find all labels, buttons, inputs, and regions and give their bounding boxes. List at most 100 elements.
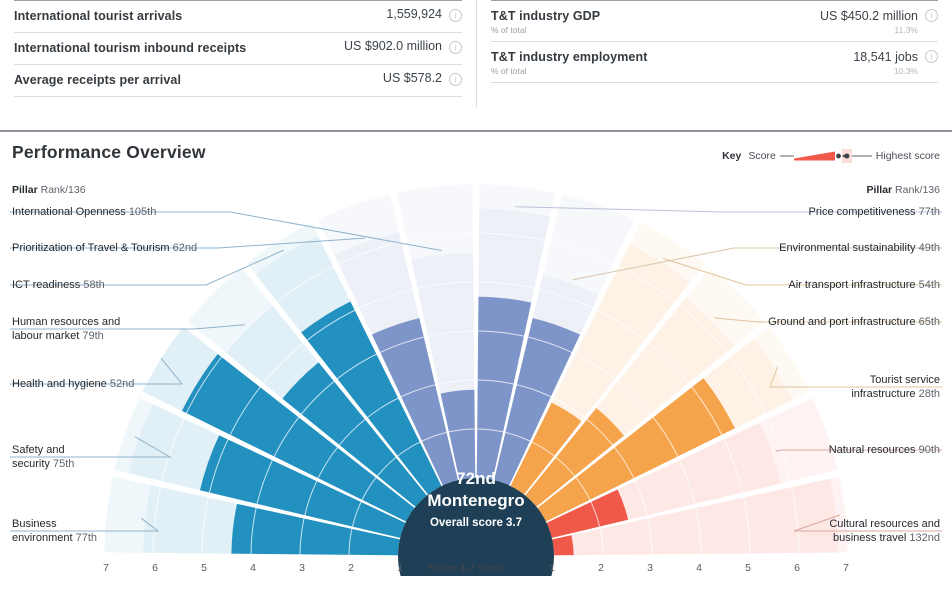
right-pillar-header: Pillar Rank/136 [866,184,940,197]
label-connector [10,436,172,458]
pillar-label-tourist-service-infrastructure[interactable]: Tourist service infrastructure 28th [851,374,940,401]
wedge-score[interactable] [546,489,629,538]
radial-gridline [250,330,702,556]
axis-tick: 4 [250,562,256,574]
info-icon[interactable]: i [925,50,938,63]
stat-value-block: US $578.2 i [383,71,462,86]
label-connector [10,211,442,252]
pillar-rank: 52nd [109,378,135,390]
pillar-name: Ground and port infrastructure [768,316,916,328]
pillar-label-cultural-resources-and-business-travel[interactable]: Cultural resources and business travel 1… [829,518,940,545]
stat-subvalue: 10.3% [893,66,918,76]
pillar-rank: 132nd [909,531,940,544]
legend-key-label: Key [722,150,742,162]
pillar-rank: 58th [83,279,105,291]
label-connector [572,247,942,281]
pillar-label-ict-readiness[interactable]: ICT readiness 58th [12,279,105,293]
pillar-label-business-environment[interactable]: Business environment 77th [12,518,97,545]
wedge-score[interactable] [552,535,574,556]
pillar-name-line2: infrastructure [851,387,916,400]
pillar-rank: 28th [918,387,940,400]
left-pillar-header: Pillar Rank/136 [12,184,86,197]
pillar-label-human-resources-and-labour-market[interactable]: Human resources and labour market 79th [12,316,120,343]
label-connector-lines [10,206,942,532]
axis-ticks-right: 1 2 3 4 5 6 7 [476,562,952,578]
axis-tick: 3 [647,562,653,574]
key-indicators-right-column: T&T industry GDP % of total US $450.2 mi… [476,0,952,108]
info-icon[interactable]: i [925,9,938,22]
wedge-score[interactable] [282,362,427,507]
section-divider [0,130,952,132]
pillar-label-environmental-sustainability[interactable]: Environmental sustainability 49th [779,242,940,256]
info-icon[interactable]: i [449,41,462,54]
stat-label-block: T&T industry employment % of total [491,48,647,77]
wedge-score[interactable] [510,402,582,495]
legend-highest-score-label: Highest score [875,150,940,162]
axis-tick: 6 [152,562,158,574]
pillar-name: Health and hygiene [12,378,107,390]
stat-label-block: T&T industry GDP % of total [491,7,600,36]
center-summary: 72nd Montenegro Overall score 3.7 [376,468,576,532]
stat-value-block: 1,559,924 i [386,7,462,22]
pillar-rank: 65th [918,316,940,328]
wedge-score[interactable] [440,389,476,480]
legend-wedge-icon [779,149,872,163]
pillar-label-international-openness[interactable]: International Openness 105th [12,206,156,220]
performance-overview-header: Performance Overview Key Score Highest s… [0,134,952,174]
left-pillar-header-bold: Pillar [12,184,38,196]
radial-gridline [103,183,849,556]
stat-row: T&T industry employment % of total 18,54… [491,42,938,83]
label-connector [714,317,942,323]
stat-value: US $450.2 million [820,9,918,23]
stat-value: US $902.0 million [344,39,442,53]
pillar-rank: 77th [918,206,940,218]
pillar-label-natural-resources[interactable]: Natural resources 90th [829,444,940,458]
pillar-label-prioritization-of-travel-and-tourism[interactable]: Prioritization of Travel & Tourism 62nd [12,242,197,256]
wedge-score[interactable] [231,503,400,556]
axis-tick: 3 [299,562,305,574]
wedge-highest-score-band [552,478,839,556]
axis-caption: Score 1-7 (best) [428,562,505,574]
pillar-name-line2: business travel [832,531,907,544]
radial-gridline [348,428,604,556]
pillar-name: Human resources and [12,316,121,328]
pillar-rank: 49th [918,242,940,254]
axis-tick: 1 [397,562,403,574]
stat-label-block: International tourist arrivals [14,7,182,25]
pillar-label-price-competitiveness[interactable]: Price competitiveness 77th [809,206,940,220]
wedge-score[interactable] [476,296,532,480]
pillar-rank: 79th [82,329,104,342]
stat-label: T&T industry employment [491,50,648,64]
pillar-label-ground-and-port-infrastructure[interactable]: Ground and port infrastructure 65th [768,316,940,330]
overall-score: Overall score 3.7 [429,517,523,529]
wedge-score[interactable] [199,435,406,538]
label-connector [662,257,942,286]
wedge-score[interactable] [301,301,442,495]
pillar-name: Price competitiveness [808,206,916,218]
radial-gridline [299,379,653,556]
wedge-score[interactable] [371,318,458,486]
info-icon[interactable]: i [449,9,462,22]
wedge-score[interactable] [181,354,415,522]
pillar-name: ICT readiness [12,279,81,291]
label-connector [10,517,160,532]
pillar-label-health-and-hygiene[interactable]: Health and hygiene 52nd [12,378,134,392]
axis-tick: 4 [696,562,702,574]
pillar-label-safety-and-security[interactable]: Safety and security 75th [12,444,74,471]
radial-gridline [201,281,751,556]
wedge-score[interactable] [537,378,735,522]
axis-tick: 6 [794,562,800,574]
pillar-name: International Openness [12,206,126,218]
axis-tick: 7 [103,562,109,574]
left-pillar-header-rank: Rank/136 [37,184,86,196]
stat-row: T&T industry GDP % of total US $450.2 mi… [491,0,938,42]
pillar-name: Air transport infrastructure [788,279,916,291]
axis-tick: 5 [745,562,751,574]
pillar-label-air-transport-infrastructure[interactable]: Air transport infrastructure 54th [788,279,940,293]
wedge-score[interactable] [494,318,581,486]
right-pillar-header-bold: Pillar [866,184,893,196]
wedge-score[interactable] [525,408,624,507]
info-icon[interactable]: i [449,73,462,86]
pillar-name-line2: security [12,457,50,470]
label-connector [769,366,942,388]
